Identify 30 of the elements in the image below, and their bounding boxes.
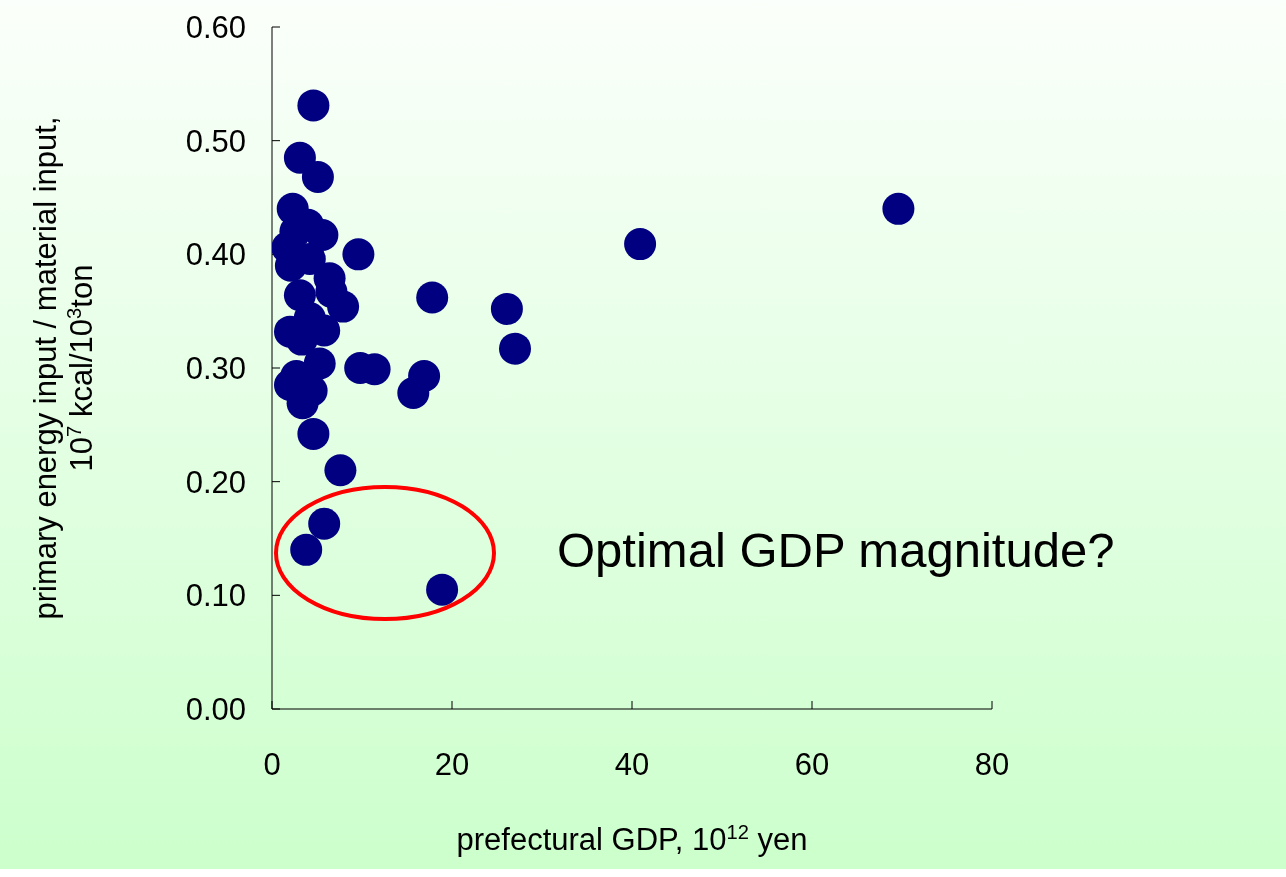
point: [327, 290, 360, 323]
point: [283, 141, 316, 174]
point: [882, 192, 915, 225]
annotation: Optimal GDP magnitude?: [557, 522, 1115, 578]
y-tick-label: 0.50: [185, 123, 246, 159]
y-tick-label: 0.10: [185, 578, 246, 614]
point: [301, 161, 334, 194]
point: [499, 332, 531, 365]
x-tick-label: 0: [263, 747, 281, 782]
point: [490, 292, 523, 325]
point: [297, 89, 330, 122]
y-tick-label: 0.40: [185, 237, 246, 273]
x-tick-label: 40: [614, 747, 650, 782]
y-tick-label: 0.20: [185, 464, 246, 500]
x-tick-label: 60: [794, 747, 830, 782]
x-axis-title: prefectural GDP, 10$^{12}$ yen: [456, 821, 808, 857]
point: [426, 573, 459, 606]
point: [290, 533, 323, 566]
point: [308, 507, 341, 540]
point: [624, 228, 657, 261]
point: [416, 281, 449, 314]
point: [342, 238, 375, 271]
x-tick-label: 80: [974, 747, 1010, 782]
point: [324, 454, 357, 487]
y-tick-label: 0.60: [185, 10, 246, 45]
x-tick-label: 20: [434, 747, 470, 782]
y-tick-label: 0.30: [185, 351, 246, 386]
point: [397, 377, 430, 410]
y-tick-label: 0.00: [185, 692, 246, 727]
point: [297, 417, 330, 450]
